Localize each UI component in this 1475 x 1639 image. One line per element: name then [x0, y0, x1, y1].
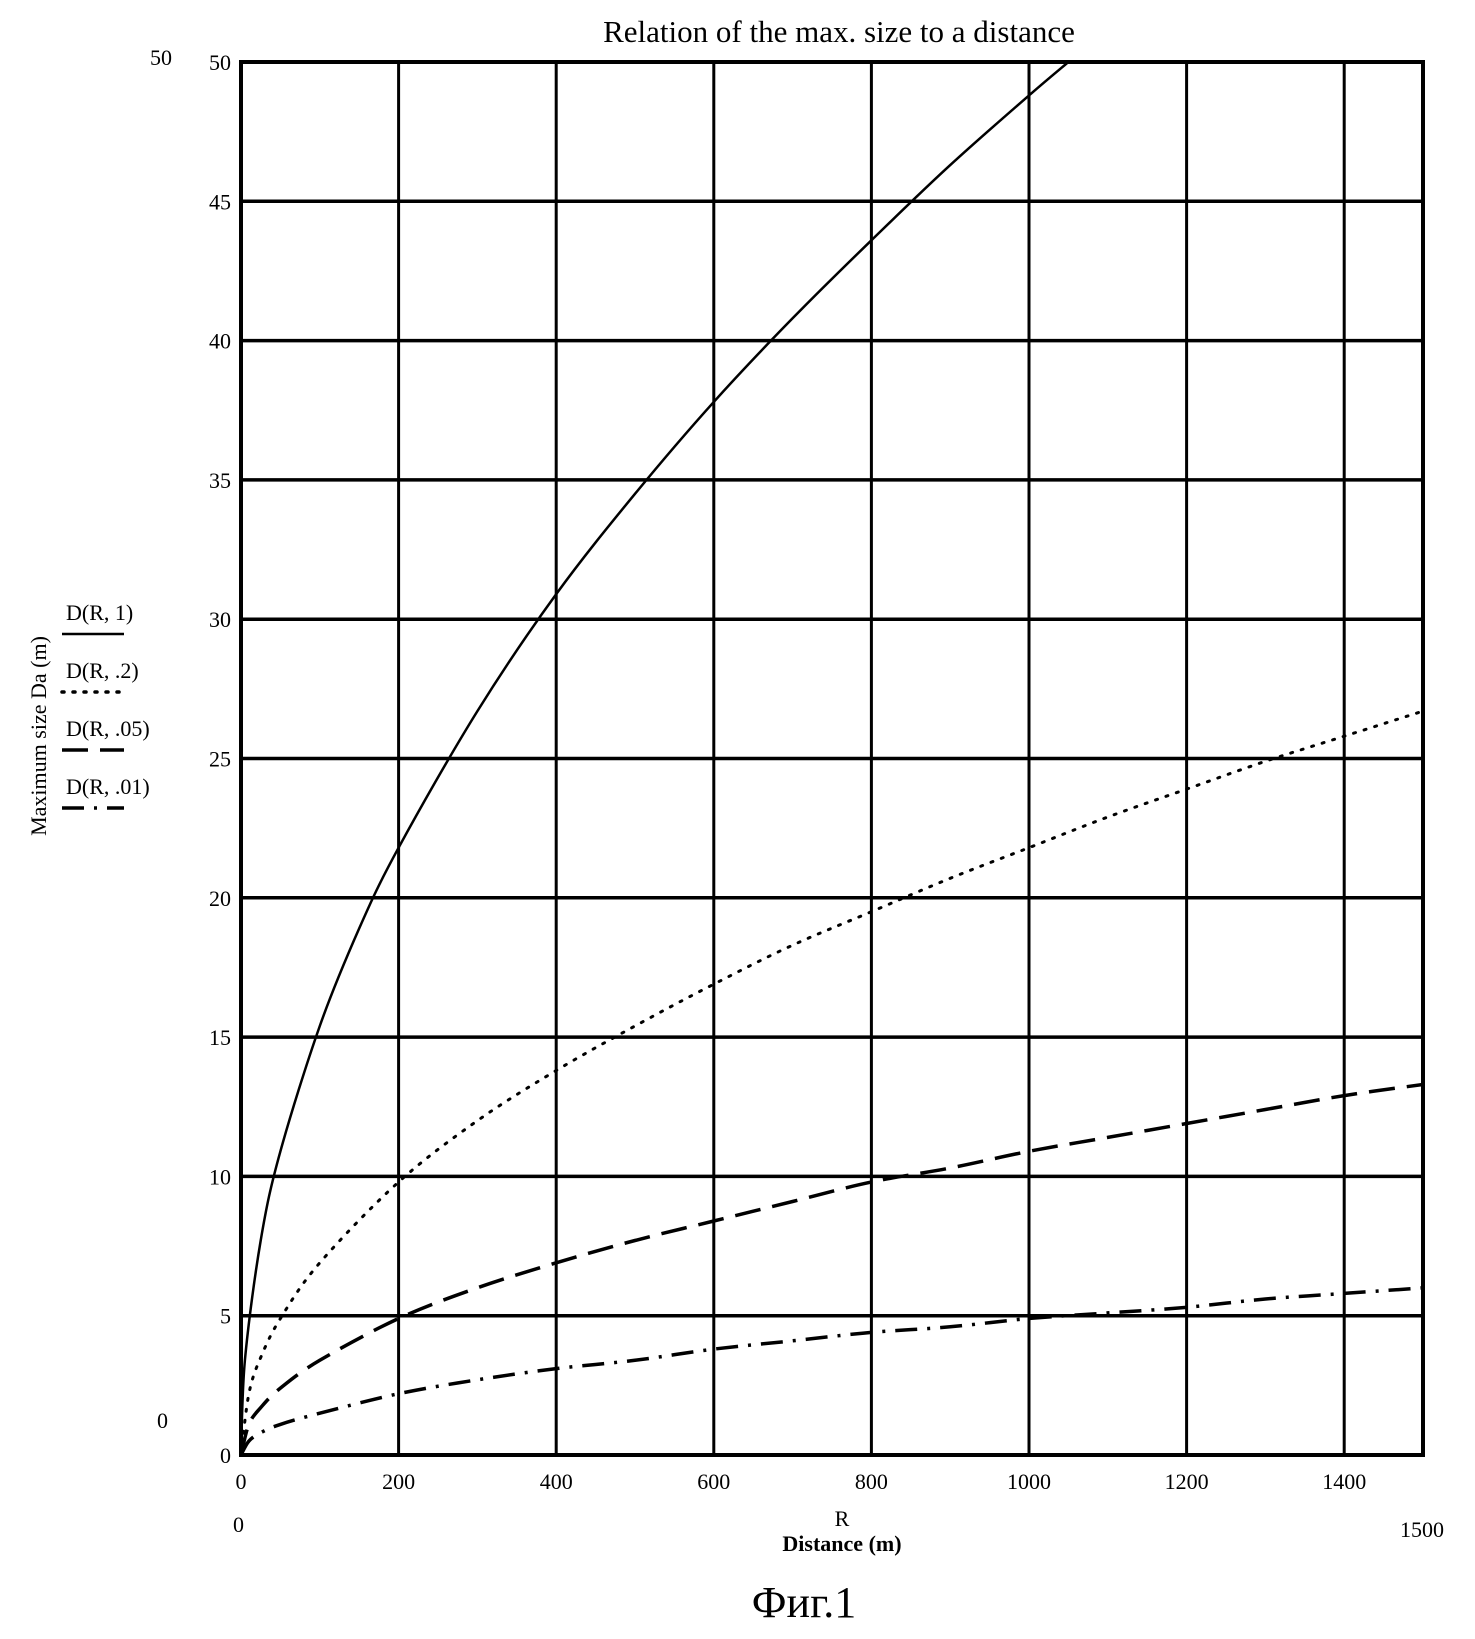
- chart-title: Relation of the max. size to a distance: [603, 14, 1075, 49]
- y-tick-label: 35: [209, 468, 231, 493]
- x-range-min-label: 0: [233, 1512, 244, 1537]
- y-tick-label: 10: [209, 1164, 231, 1189]
- x-tick-label: 800: [855, 1469, 888, 1494]
- y-axis-label: Maximum size Da (m): [26, 636, 51, 836]
- y-tick-label: 0: [220, 1443, 231, 1468]
- x-range-max-label: 1500: [1400, 1517, 1444, 1542]
- x-tick-label: 400: [540, 1469, 573, 1494]
- x-axis-label: Distance (m): [782, 1531, 901, 1556]
- legend-entry: D(R, 1): [66, 600, 133, 625]
- x-tick-label: 200: [382, 1469, 415, 1494]
- y-range-max-label: 50: [150, 45, 172, 70]
- y-gridlines: [241, 201, 1423, 1315]
- series-line: [241, 1288, 1423, 1455]
- y-tick-label: 15: [209, 1025, 231, 1050]
- x-variable-label: R: [835, 1506, 850, 1531]
- y-tick-labels: 0 5 10 15 20 25 30 35 40 45 50: [209, 50, 231, 1468]
- x-tick-labels: 0 200 400 600 800 1000 1200 1400: [236, 1469, 1367, 1494]
- y-tick-label: 45: [209, 189, 231, 214]
- y-tick-label: 20: [209, 886, 231, 911]
- figure-caption: Фиг.1: [752, 1578, 856, 1627]
- y-tick-label: 50: [209, 50, 231, 75]
- legend: D(R, 1) D(R, .2) D(R, .05) D(R, .01): [62, 600, 150, 808]
- series-line: [241, 711, 1423, 1455]
- y-tick-label: 25: [209, 747, 231, 772]
- legend-entry: D(R, .01): [66, 774, 150, 799]
- x-tick-label: 0: [236, 1469, 247, 1494]
- x-tick-label: 600: [697, 1469, 730, 1494]
- y-tick-label: 5: [220, 1304, 231, 1329]
- legend-entry: D(R, .05): [66, 716, 150, 741]
- x-tick-label: 1000: [1007, 1469, 1051, 1494]
- x-tick-label: 1400: [1322, 1469, 1366, 1494]
- legend-entry: D(R, .2): [66, 658, 139, 683]
- y-tick-label: 30: [209, 607, 231, 632]
- x-tick-label: 1200: [1165, 1469, 1209, 1494]
- series-line: [241, 1085, 1423, 1456]
- y-range-min-label: 0: [157, 1408, 168, 1433]
- y-tick-label: 40: [209, 329, 231, 354]
